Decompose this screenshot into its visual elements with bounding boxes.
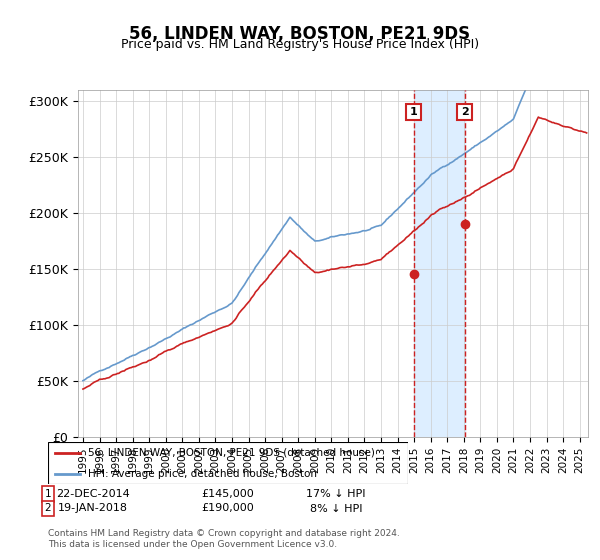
Text: 17% ↓ HPI: 17% ↓ HPI [306, 489, 366, 499]
Text: Contains HM Land Registry data © Crown copyright and database right 2024.
This d: Contains HM Land Registry data © Crown c… [48, 529, 400, 549]
Text: 1: 1 [44, 489, 52, 499]
Text: 22-DEC-2014: 22-DEC-2014 [56, 489, 130, 499]
Text: £190,000: £190,000 [202, 503, 254, 514]
Text: £145,000: £145,000 [202, 489, 254, 499]
Text: 1: 1 [410, 107, 418, 117]
Text: HPI: Average price, detached house, Boston: HPI: Average price, detached house, Bost… [88, 469, 317, 479]
Text: 56, LINDEN WAY, BOSTON, PE21 9DS (detached house): 56, LINDEN WAY, BOSTON, PE21 9DS (detach… [88, 448, 374, 458]
Text: 8% ↓ HPI: 8% ↓ HPI [310, 503, 362, 514]
Text: 2: 2 [44, 503, 52, 514]
Text: 2: 2 [461, 107, 469, 117]
Text: Price paid vs. HM Land Registry's House Price Index (HPI): Price paid vs. HM Land Registry's House … [121, 38, 479, 51]
Text: 19-JAN-2018: 19-JAN-2018 [58, 503, 128, 514]
Text: 56, LINDEN WAY, BOSTON, PE21 9DS: 56, LINDEN WAY, BOSTON, PE21 9DS [130, 25, 470, 43]
Bar [413, 90, 464, 437]
